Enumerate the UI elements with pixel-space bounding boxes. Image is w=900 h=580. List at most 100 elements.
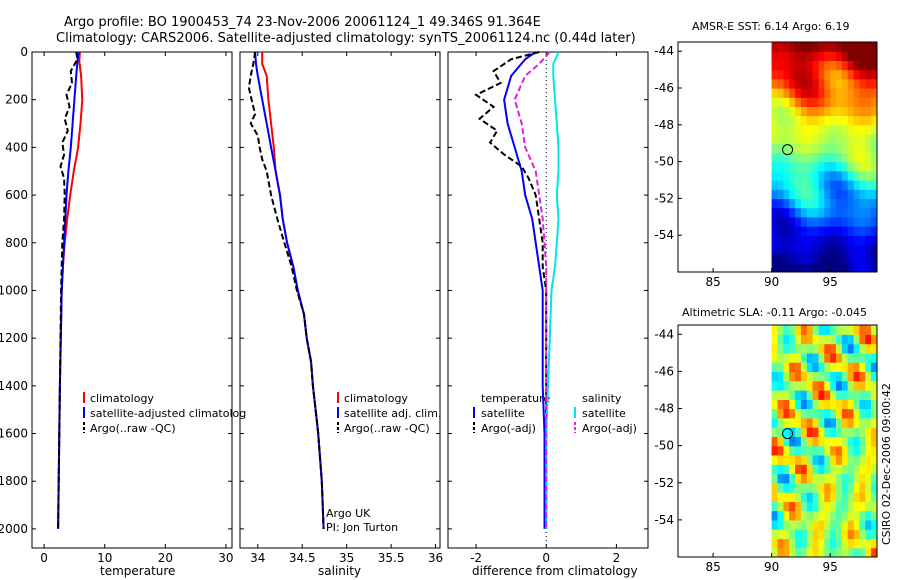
heatmap-cell: [865, 253, 872, 264]
heatmap-cell: [777, 482, 784, 493]
heatmap-cell: [783, 189, 790, 199]
heatmap-cell: [859, 334, 866, 345]
heatmap-cell: [824, 501, 831, 512]
heatmap-cell: [818, 106, 825, 117]
legend-label-sal-argo: Argo(-adj): [582, 422, 637, 435]
heatmap-cell: [836, 106, 843, 117]
heatmap-cell: [859, 51, 866, 61]
heatmap-cell: [830, 390, 837, 400]
heatmap-cell: [777, 362, 784, 372]
x-tick-label: 30: [218, 551, 233, 565]
heatmap-cell: [818, 352, 825, 363]
heatmap-cell: [871, 207, 877, 218]
heatmap-cell: [777, 42, 784, 52]
heatmap-cell: [865, 60, 872, 71]
heatmap-cell: [865, 473, 872, 484]
heatmap-cell: [841, 78, 849, 89]
heatmap-cell: [789, 380, 796, 391]
y-tick-label: 1200: [0, 331, 28, 345]
heatmap-cell: [777, 343, 784, 354]
heatmap-cell: [859, 97, 866, 107]
heatmap-cell: [783, 60, 790, 71]
heatmap-cell: [859, 454, 866, 465]
heatmap-cell: [800, 501, 808, 512]
heatmap-cell: [841, 417, 849, 428]
heatmap-cell: [853, 529, 861, 540]
heatmap-cell: [830, 189, 837, 199]
heatmap-cell: [865, 352, 872, 363]
heatmap-cell: [783, 510, 790, 521]
heatmap-cell: [806, 69, 814, 80]
heatmap-cell: [865, 262, 872, 272]
heatmap-cell: [789, 124, 796, 135]
heatmap-cell: [783, 352, 790, 363]
legend-label-climatology: climatology: [344, 392, 408, 405]
heatmap-cell: [830, 371, 837, 382]
heatmap-cell: [771, 152, 779, 163]
heatmap-cell: [841, 97, 849, 107]
heatmap-cell: [777, 380, 784, 391]
heatmap-cell: [783, 143, 790, 153]
heatmap-cell: [830, 97, 837, 107]
heatmap-cell: [865, 51, 872, 61]
heatmap-cell: [847, 547, 855, 557]
heatmap-cell: [824, 325, 831, 335]
legend-label-temp-satellite: satellite: [481, 407, 525, 420]
heatmap-cell: [853, 501, 861, 512]
heatmap-cell: [783, 380, 790, 391]
heatmap-cell: [812, 161, 820, 172]
heatmap-cell: [806, 152, 814, 163]
heatmap-cell: [824, 519, 831, 530]
heatmap-cell: [824, 408, 831, 419]
x-tick-label: 90: [764, 275, 779, 289]
heatmap-cell: [806, 362, 814, 372]
heatmap-cell: [783, 538, 790, 549]
heatmap-cell: [795, 408, 802, 419]
heatmap-cell: [841, 161, 849, 172]
x-tick-label: 85: [705, 275, 720, 289]
heatmap-cell: [795, 161, 802, 172]
heatmap-cell: [800, 417, 808, 428]
heatmap-cell: [841, 362, 849, 372]
heatmap-cell: [830, 436, 837, 447]
heatmap-cell: [812, 78, 820, 89]
heatmap-cell: [818, 445, 825, 456]
heatmap-cell: [830, 464, 837, 475]
heatmap-cell: [859, 417, 866, 428]
heatmap-cell: [859, 235, 866, 245]
heatmap-cell: [806, 88, 814, 98]
heatmap-cell: [871, 180, 877, 190]
heatmap-cell: [783, 334, 790, 345]
heatmap-cell: [836, 78, 843, 89]
heatmap-cell: [830, 216, 837, 227]
heatmap-cell: [865, 482, 872, 493]
heatmap-cell: [830, 325, 837, 335]
heatmap-cell: [836, 519, 843, 530]
heatmap-cell: [812, 473, 820, 484]
heatmap-cell: [871, 352, 877, 363]
heatmap-cell: [795, 473, 802, 484]
heatmap-cell: [847, 235, 855, 245]
heatmap-cell: [836, 235, 843, 245]
heatmap-cell: [853, 235, 861, 245]
heatmap-cell: [836, 51, 843, 61]
heatmap-cell: [771, 180, 779, 190]
heatmap-cell: [812, 42, 820, 52]
heatmap-cell: [789, 445, 796, 456]
heatmap-cell: [830, 262, 837, 272]
heatmap-cell: [830, 115, 837, 126]
heatmap-cell: [789, 42, 796, 52]
heatmap-cell: [841, 519, 849, 530]
heatmap-cell: [830, 362, 837, 372]
heatmap-cell: [841, 399, 849, 410]
heatmap-cell: [824, 143, 831, 153]
heatmap-cell: [871, 454, 877, 465]
heatmap-cell: [865, 362, 872, 372]
heatmap-cell: [871, 464, 877, 475]
heatmap-cell: [847, 170, 855, 181]
heatmap-cell: [847, 390, 855, 400]
heatmap-cell: [818, 519, 825, 530]
legend-label-argo: Argo(..raw -QC): [90, 422, 176, 435]
heatmap-cell: [777, 124, 784, 135]
heatmap-cell: [795, 244, 802, 255]
